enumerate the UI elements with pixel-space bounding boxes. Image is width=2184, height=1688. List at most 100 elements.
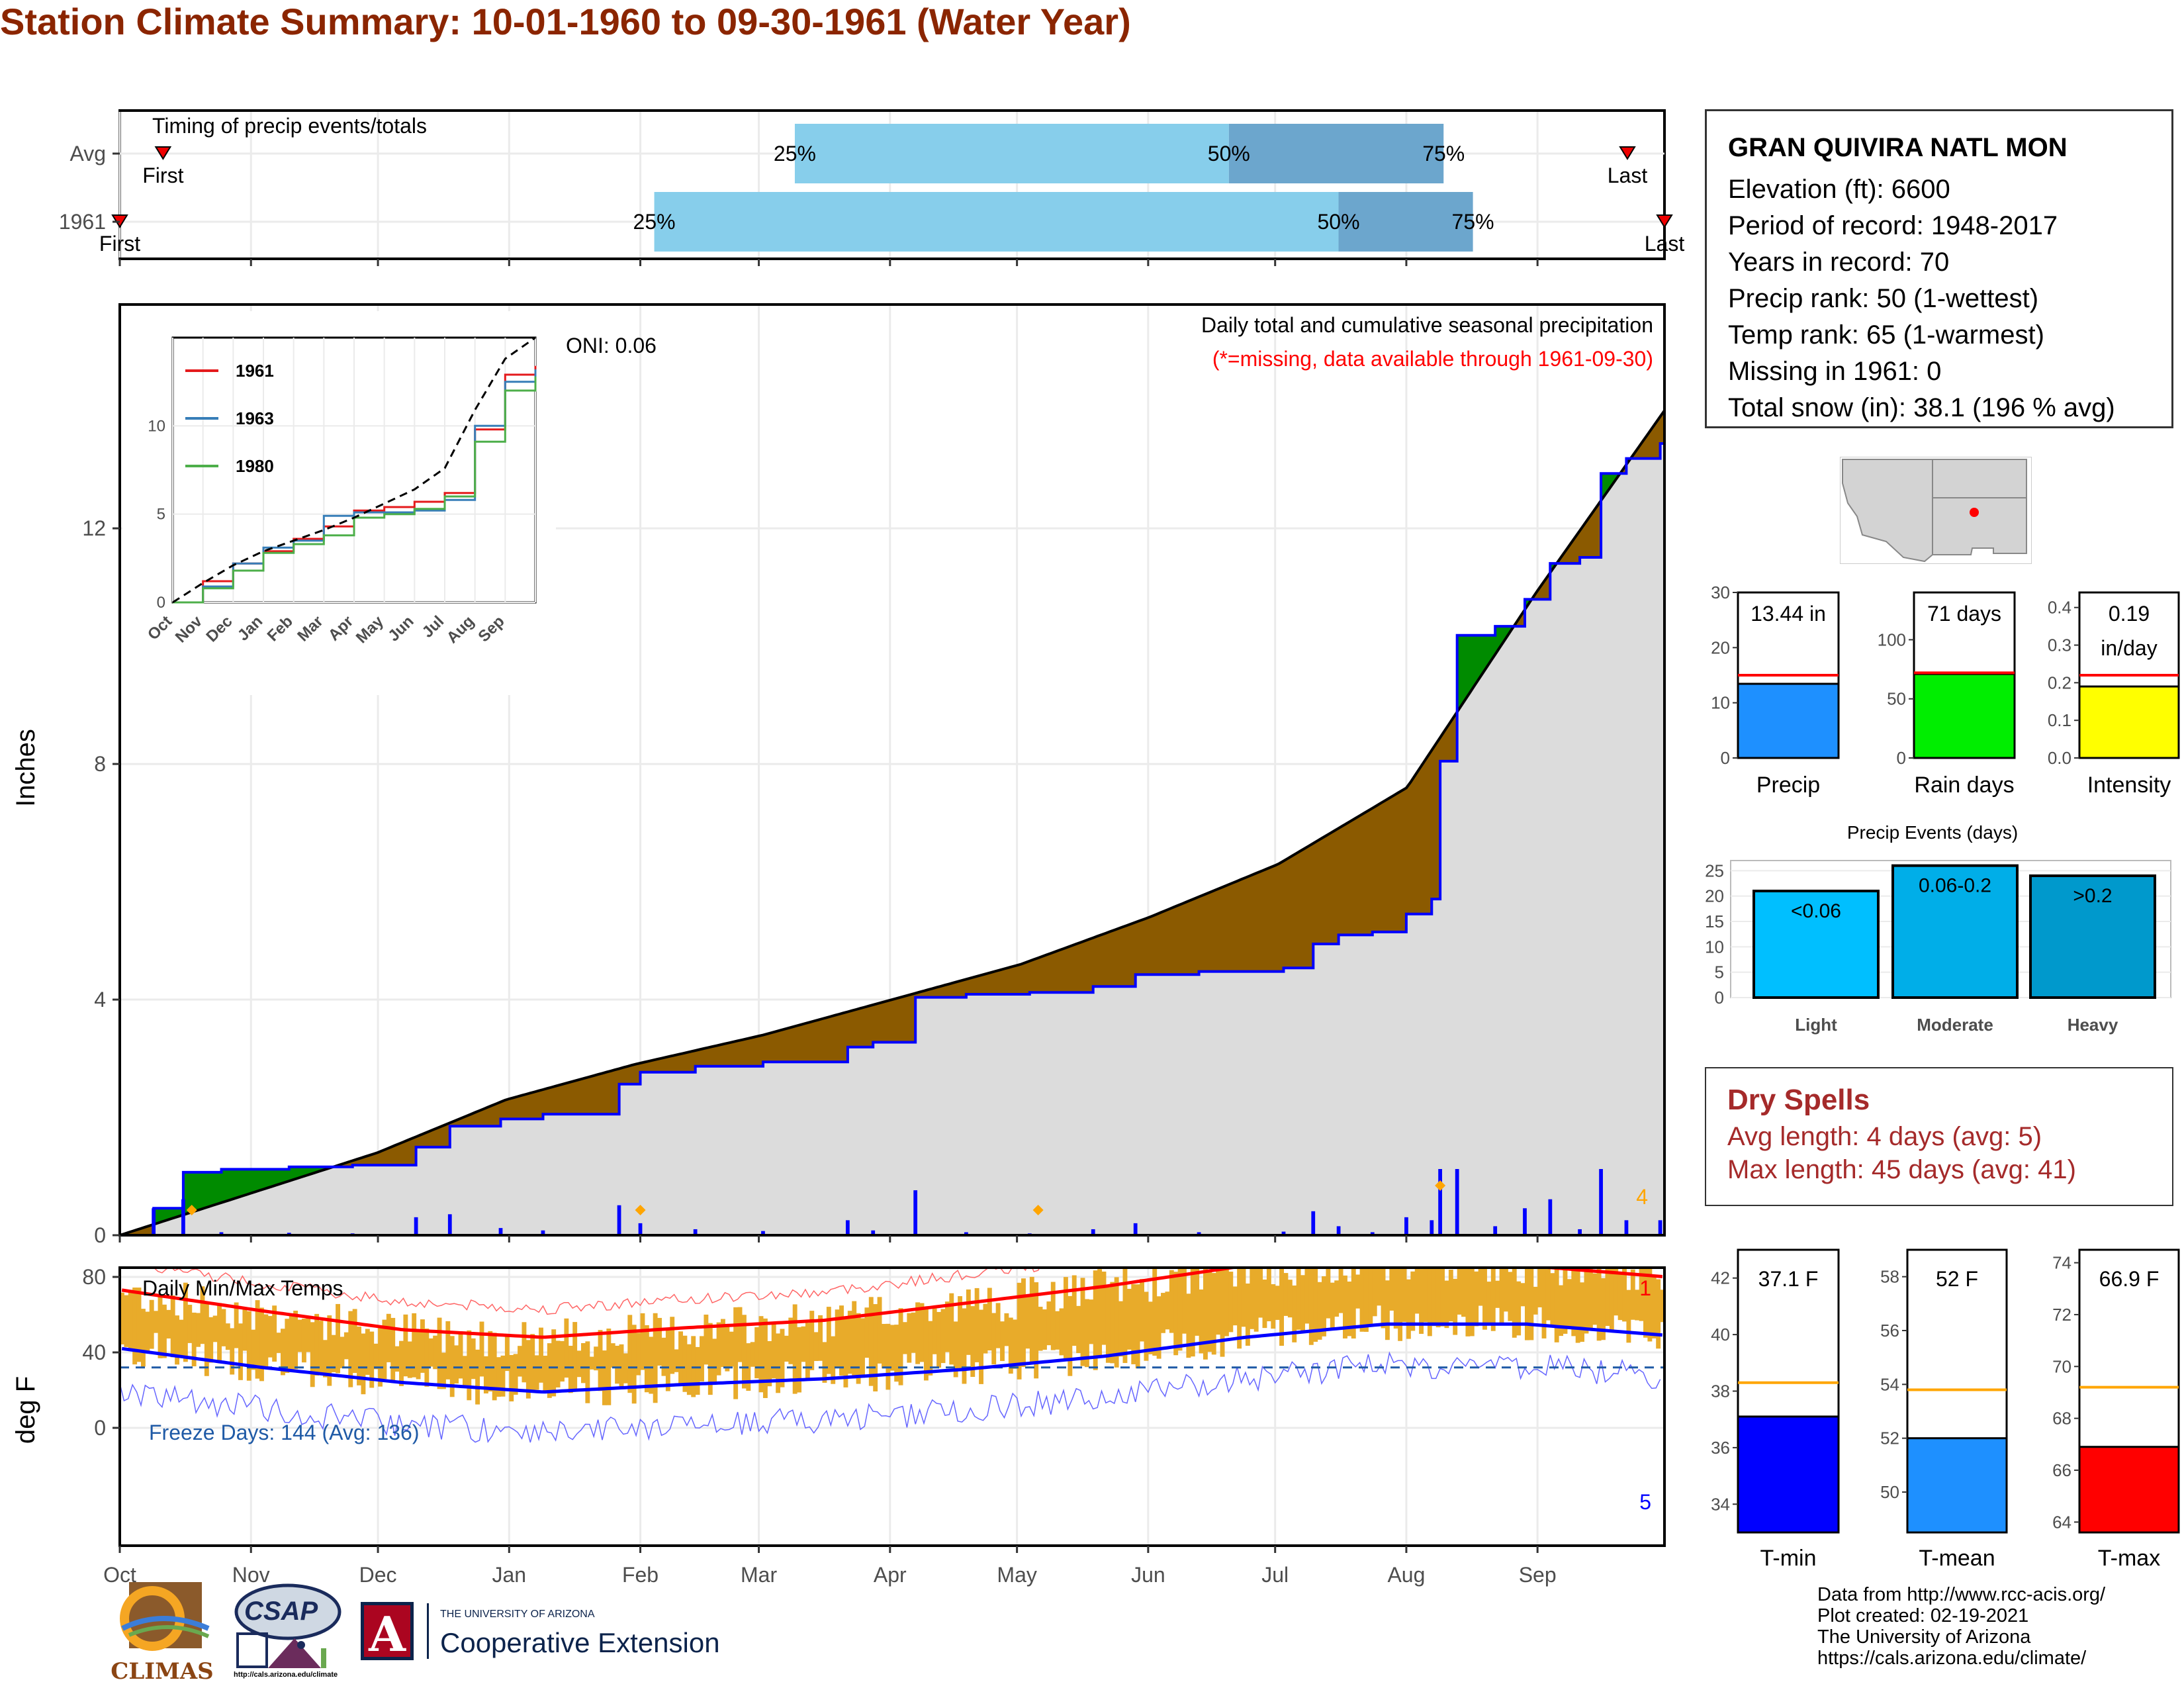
daily-temp-bar: [128, 1289, 133, 1352]
daily-precip-bar: [1430, 1220, 1434, 1234]
temp-summary-ytick: 66: [2052, 1460, 2071, 1480]
daily-temp-bar: [500, 1355, 506, 1397]
footer-line: The University of Arizona: [1817, 1626, 2031, 1648]
daily-temp-bar: [741, 1315, 747, 1389]
daily-temp-bar: [1300, 1275, 1305, 1333]
daily-temp-bar: [1435, 1269, 1441, 1328]
daily-temp-bar: [776, 1333, 781, 1393]
daily-temp-bar: [255, 1300, 260, 1379]
daily-temp-bar: [1076, 1305, 1081, 1354]
daily-temp-bar: [1156, 1296, 1161, 1359]
daily-temp-bar: [293, 1310, 298, 1370]
daily-temp-bar: [513, 1354, 518, 1395]
daily-temp-bar: [1563, 1269, 1568, 1334]
daily-temp-bar: [1567, 1279, 1572, 1327]
daily-temp-bar: [378, 1327, 383, 1387]
daily-temp-bar: [166, 1309, 171, 1339]
daily-temp-bar: [1055, 1311, 1060, 1350]
daily-temp-bar: [712, 1338, 717, 1382]
daily-temp-bar: [407, 1341, 412, 1378]
daily-temp-bar: [771, 1323, 776, 1379]
daily-temp-bar: [310, 1322, 315, 1387]
daily-temp-bar: [187, 1305, 193, 1343]
temp-summary-ytick: 36: [1711, 1438, 1730, 1458]
timing-bar-25-50: [794, 124, 1229, 183]
timing-pct-label: 75%: [1422, 142, 1465, 165]
daily-temp-bar: [1207, 1270, 1212, 1352]
daily-temp-bar: [1266, 1269, 1271, 1321]
daily-temp-bar: [204, 1302, 209, 1376]
daily-temp-bar: [225, 1323, 230, 1350]
temp-summary-ytick: 68: [2052, 1409, 2071, 1429]
daily-precip-bar: [871, 1230, 876, 1234]
daily-temp-bar: [327, 1315, 332, 1386]
daily-precip-bar: [414, 1217, 418, 1234]
daily-temp-bar: [1601, 1278, 1606, 1340]
daily-temp-bar: [1283, 1273, 1289, 1316]
temp-summary-ytick: 34: [1711, 1494, 1730, 1514]
daily-temp-bar: [1575, 1269, 1580, 1343]
daily-temp-bar: [1643, 1269, 1648, 1338]
daily-temp-bar: [1173, 1272, 1179, 1356]
summary-value: 0.19: [2109, 602, 2150, 626]
daily-temp-bar: [686, 1344, 692, 1395]
temp-summary-label: T-max: [2098, 1546, 2160, 1571]
footer-line: https://cals.arizona.edu/climate/: [1817, 1648, 2087, 1669]
daily-temp-bar: [1584, 1269, 1589, 1334]
shared-area: [124, 412, 1663, 1234]
daily-temp-bar: [932, 1308, 937, 1354]
daily-temp-bar: [1474, 1271, 1479, 1327]
daily-temp-bar: [1520, 1283, 1525, 1307]
daily-temp-bar: [1377, 1269, 1382, 1306]
daily-temp-bar: [615, 1345, 620, 1384]
daily-temp-bar: [856, 1313, 861, 1384]
snow-marker: [186, 1205, 197, 1215]
daily-temp-bar: [1465, 1269, 1471, 1336]
temp-xtick: Sep: [1519, 1563, 1557, 1587]
last-event-label: Last: [1645, 232, 1685, 256]
daily-temp-bar: [1105, 1287, 1111, 1363]
dry-spells-title: Dry Spells: [1727, 1084, 1870, 1116]
snow-marker: [1435, 1180, 1446, 1191]
daily-temp-bar: [864, 1307, 870, 1358]
summary-value: 71 days: [1927, 602, 2001, 626]
daily-temp-bar: [754, 1327, 760, 1379]
daily-precip-bar: [1493, 1226, 1498, 1234]
daily-temp-bar: [386, 1313, 391, 1362]
daily-temp-bar: [1550, 1273, 1555, 1327]
daily-temp-bar: [636, 1333, 641, 1376]
inset-avg-line: [172, 336, 536, 604]
events-bar: [2029, 874, 2156, 999]
temp-summary-ytick: 56: [1880, 1321, 1899, 1340]
summary-bar: [1913, 673, 2016, 759]
summary-ytick: 0: [1721, 748, 1730, 768]
footer-line: Plot created: 02-19-2021: [1817, 1605, 2029, 1626]
daily-temp-bar: [627, 1315, 633, 1393]
daily-temp-bar: [974, 1288, 979, 1362]
daily-temp-bar: [1363, 1269, 1369, 1332]
daily-precip-bar: [498, 1228, 503, 1234]
temp-summary-bars: 34 36 38 40 42 37.1 F T-min 50 52 54 56 58 52 F T-mea…: [1711, 1248, 2180, 1571]
daily-temp-bar: [1419, 1269, 1424, 1334]
daily-temp-bar: [369, 1331, 375, 1388]
temp-xtick: Apr: [874, 1563, 907, 1587]
daily-temp-bar: [704, 1314, 709, 1365]
daily-temp-bar: [1490, 1269, 1496, 1331]
daily-precip-bar: [541, 1230, 545, 1234]
daily-temp-bar: [839, 1305, 844, 1376]
daily-temp-bar: [1059, 1308, 1064, 1356]
temp-summary-ytick: 64: [2052, 1512, 2071, 1532]
daily-precip-bar: [1336, 1226, 1341, 1234]
daily-temp-bar: [653, 1313, 658, 1403]
temp-summary-ytick: 70: [2052, 1356, 2071, 1376]
ua-logo-mark: A: [361, 1602, 414, 1662]
daily-temp-bar: [492, 1333, 497, 1401]
daily-temp-bar: [958, 1296, 963, 1368]
daily-precip-bar: [219, 1232, 224, 1234]
avg-cumulative-line: [121, 410, 1663, 1234]
ua-logo-top: THE UNIVERSITY OF ARIZONA: [440, 1609, 595, 1620]
timing-pct-label: 50%: [1318, 210, 1360, 234]
daily-temp-bar: [471, 1338, 476, 1380]
daily-temp-bar: [902, 1322, 907, 1354]
